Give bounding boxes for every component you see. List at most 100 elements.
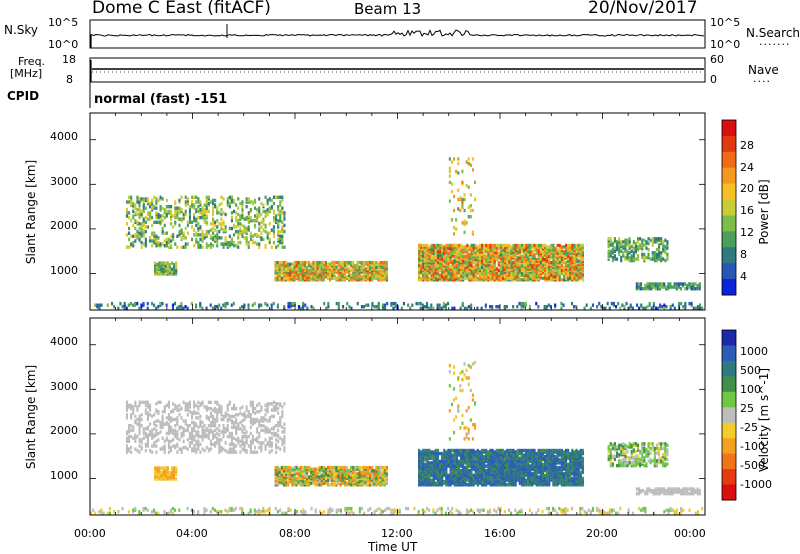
echo-cell: [266, 303, 269, 307]
echo-cell: [327, 301, 330, 306]
echo-cell: [146, 197, 149, 201]
echo-cell: [111, 301, 114, 306]
echo-cell: [254, 417, 257, 422]
echo-cell: [144, 206, 147, 210]
echo-cell: [299, 260, 302, 265]
echo-cell: [541, 276, 544, 280]
echo-cell: [207, 244, 210, 248]
echo-cell: [310, 467, 313, 471]
echo-cell: [251, 234, 254, 238]
echo-cell: [207, 424, 210, 428]
echo-cell: [136, 405, 139, 409]
echo-cell: [142, 222, 145, 226]
echo-cell: [325, 306, 328, 310]
echo-cell: [461, 201, 464, 205]
echo-cell: [157, 431, 160, 436]
echo-cell: [434, 243, 437, 248]
echo-cell: [209, 242, 212, 246]
echo-cell: [268, 222, 271, 226]
echo-cell: [696, 283, 699, 288]
echo-cell: [237, 236, 240, 240]
echo-cell: [360, 260, 363, 265]
echo-cell: [207, 229, 210, 234]
echo-cell: [233, 414, 236, 419]
echo-cell: [373, 260, 376, 265]
echo-cell: [201, 447, 204, 451]
echo-cell: [554, 262, 557, 266]
echo-cell: [222, 427, 225, 431]
echo-cell: [463, 306, 466, 310]
echo-cell: [279, 436, 282, 440]
echo-cell: [155, 424, 158, 428]
echo-cell: [531, 243, 534, 248]
echo-cell: [197, 215, 200, 220]
echo-cell: [249, 444, 252, 448]
echo-cell: [142, 231, 145, 235]
echo-cell: [306, 265, 309, 269]
echo-cell: [168, 475, 171, 480]
echo-cell: [369, 478, 372, 482]
echo-cell: [276, 273, 279, 277]
echo-cell: [277, 406, 280, 411]
echo-cell: [434, 276, 437, 280]
echo-cell: [550, 268, 553, 273]
echo-cell: [470, 303, 473, 307]
echo-cell: [339, 483, 342, 487]
echo-cell: [418, 464, 421, 468]
echo-cell: [554, 246, 557, 251]
echo-cell: [441, 243, 444, 248]
echo-cell: [154, 472, 157, 476]
echo-cell: [96, 303, 99, 307]
echo-cell: [554, 303, 557, 307]
echo-cell: [525, 246, 528, 251]
echo-cell: [369, 473, 372, 478]
echo-cell: [230, 219, 233, 223]
echo-cell: [138, 215, 141, 220]
echo-cell: [172, 402, 175, 406]
echo-cell: [220, 208, 223, 212]
echo-cell: [197, 197, 200, 201]
echo-cell: [287, 262, 290, 266]
echo-cell: [125, 208, 128, 212]
echo-cell: [277, 205, 280, 209]
echo-cell: [253, 301, 256, 306]
echo-cell: [441, 248, 444, 252]
echo-cell: [166, 466, 169, 470]
echo-cell: [173, 472, 176, 476]
echo-cell: [184, 242, 187, 246]
echo-cell: [320, 267, 323, 271]
echo-cell: [277, 195, 280, 199]
echo-cell: [174, 428, 177, 433]
echo-cell: [312, 306, 315, 310]
echo-cell: [197, 425, 200, 429]
echo-cell: [180, 217, 183, 221]
echo-cell: [260, 428, 263, 433]
echo-cell: [268, 237, 271, 242]
echo-cell: [158, 261, 161, 265]
echo-cell: [463, 208, 466, 213]
echo-cell: [297, 265, 300, 269]
echo-cell: [558, 271, 561, 276]
echo-cell: [249, 403, 252, 408]
echo-cell: [474, 278, 477, 282]
echo-cell: [320, 473, 323, 478]
echo-cell: [616, 243, 619, 247]
echo-cell: [178, 447, 181, 451]
echo-cell: [224, 411, 227, 415]
echo-cell: [155, 220, 158, 224]
echo-cell: [455, 264, 458, 268]
echo-cell: [626, 241, 629, 246]
echo-cell: [251, 408, 254, 412]
echo-cell: [239, 222, 242, 226]
echo-cell: [209, 234, 212, 238]
echo-cell: [209, 439, 212, 443]
echo-cell: [163, 231, 166, 235]
echo-cell: [237, 427, 240, 431]
echo-cell: [193, 444, 196, 448]
echo-cell: [643, 252, 646, 257]
echo-cell: [285, 469, 288, 473]
echo-cell: [218, 229, 221, 234]
echo-cell: [537, 243, 540, 248]
echo-cell: [138, 403, 141, 408]
echo-cell: [276, 260, 279, 265]
